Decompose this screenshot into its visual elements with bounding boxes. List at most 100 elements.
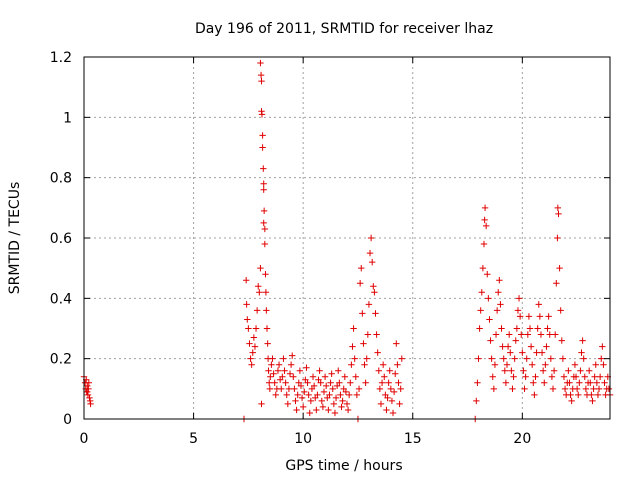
data-point (320, 388, 328, 396)
data-point (541, 379, 548, 386)
data-point (547, 355, 555, 362)
data-point (579, 337, 586, 344)
data-point (294, 391, 301, 399)
data-point (245, 325, 252, 332)
data-point (508, 367, 515, 374)
data-point (590, 385, 597, 393)
data-point (522, 373, 529, 380)
data-point (576, 379, 583, 386)
data-point (489, 373, 496, 380)
data-point (253, 307, 261, 314)
x-tick-label: 5 (189, 431, 198, 447)
data-point (336, 379, 343, 386)
data-point (84, 388, 91, 396)
data-point (321, 373, 329, 380)
data-point (330, 400, 338, 408)
data-point (525, 313, 533, 320)
data-point (243, 301, 250, 308)
data-point (285, 385, 293, 393)
data-point (283, 391, 290, 399)
data-point (265, 379, 273, 386)
data-point (371, 289, 378, 296)
data-point (482, 222, 490, 230)
data-point (561, 385, 569, 393)
y-tick-label: 0.2 (50, 352, 72, 368)
x-tick-label: 20 (513, 431, 531, 447)
data-point (479, 264, 487, 272)
x-axis-label: GPS time / hours (285, 458, 402, 474)
data-point (527, 343, 535, 350)
data-point (386, 367, 393, 374)
data-point (514, 307, 522, 314)
data-point (523, 355, 530, 362)
data-point (280, 355, 287, 362)
data-point (505, 331, 513, 338)
data-point (588, 391, 595, 399)
data-point (507, 349, 514, 356)
data-point (249, 349, 256, 356)
data-point (593, 379, 601, 386)
data-point (343, 400, 351, 408)
data-point (577, 367, 584, 374)
data-point (567, 391, 574, 399)
data-point (364, 331, 372, 338)
data-point (585, 367, 593, 374)
data-point (537, 331, 545, 338)
data-point (256, 289, 263, 296)
data-point (595, 385, 603, 393)
data-point (309, 373, 317, 380)
data-point (481, 216, 488, 224)
data-point (554, 204, 562, 212)
data-point (500, 355, 507, 362)
data-point (289, 352, 296, 359)
data-point (516, 313, 524, 320)
x-tick-label: 0 (80, 431, 89, 447)
data-point (598, 355, 605, 362)
data-point (286, 370, 294, 377)
data-point (329, 385, 336, 393)
data-point (260, 165, 267, 172)
data-point (257, 71, 265, 79)
data-point (524, 331, 532, 338)
data-point (327, 379, 334, 386)
data-point (259, 132, 266, 139)
data-point (344, 406, 352, 414)
data-point (486, 316, 493, 323)
data-point (260, 180, 267, 187)
data-point (313, 406, 320, 414)
data-point (560, 373, 568, 380)
data-point (260, 207, 268, 215)
data-point (474, 379, 481, 386)
data-point (509, 385, 516, 393)
data-point (325, 406, 332, 414)
y-tick-label: 1 (63, 110, 72, 126)
data-point (352, 373, 359, 380)
data-point (296, 367, 304, 374)
data-point (258, 77, 265, 85)
data-point (555, 210, 562, 218)
data-point (589, 397, 596, 405)
data-point (272, 391, 279, 399)
data-point (530, 379, 537, 386)
data-point (395, 379, 402, 386)
data-point (351, 355, 358, 362)
data-point (255, 283, 262, 290)
data-point (476, 325, 483, 332)
data-point (582, 385, 590, 393)
data-point (284, 400, 292, 408)
y-tick-label: 0.8 (50, 171, 72, 187)
data-point (246, 340, 253, 347)
data-point (268, 361, 275, 368)
data-point (366, 249, 374, 257)
data-point (87, 400, 94, 408)
data-point (248, 361, 255, 368)
data-point (473, 397, 480, 405)
data-point (392, 370, 399, 377)
data-point (571, 361, 579, 368)
data-point (350, 325, 357, 332)
data-point (275, 361, 283, 368)
data-point (374, 349, 381, 356)
data-point (568, 397, 575, 405)
data-point (263, 325, 271, 332)
data-point (247, 355, 254, 362)
